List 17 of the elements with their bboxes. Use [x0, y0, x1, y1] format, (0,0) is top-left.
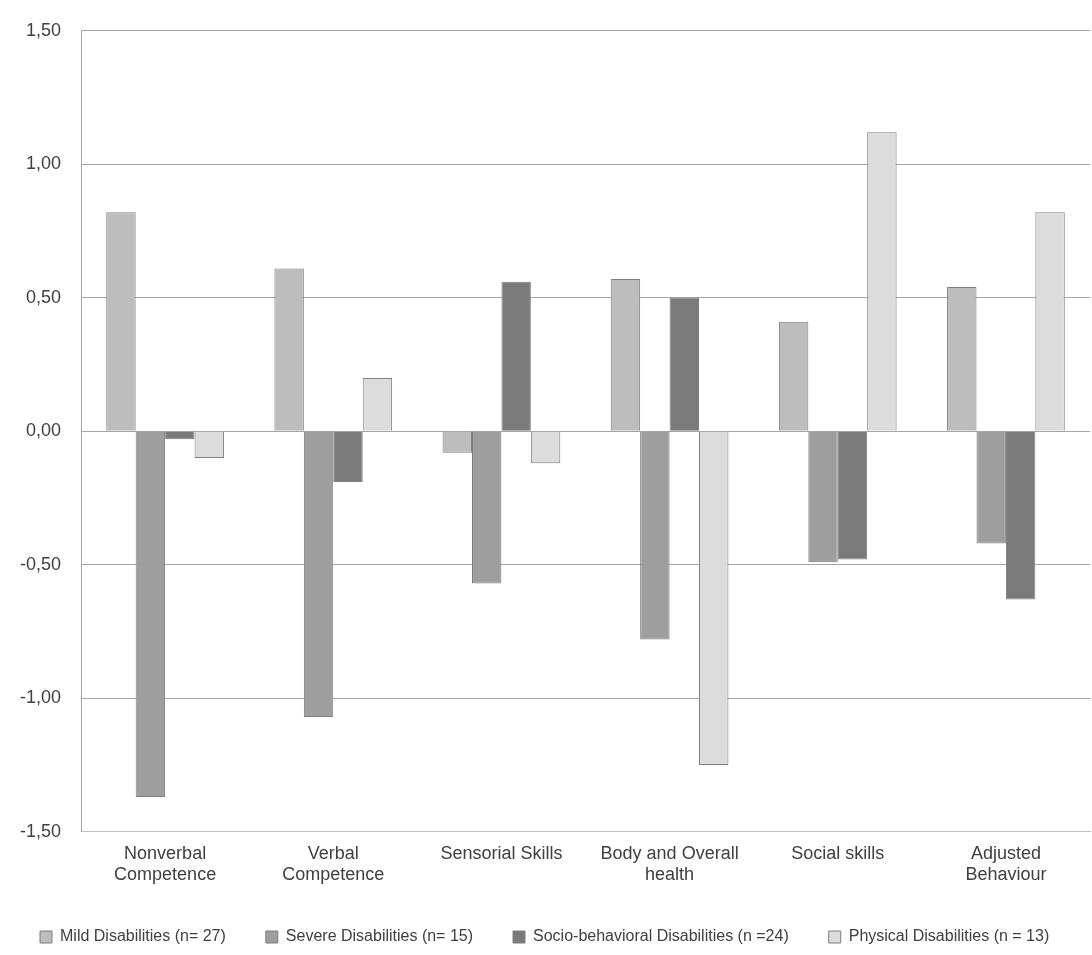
y-tick-label: -1,50 [20, 820, 62, 841]
legend-label: Physical Disabilities (n = 13) [848, 927, 1050, 945]
y-tick-label: 0,50 [25, 286, 62, 307]
x-tick-label: Nonverbal Competence [114, 842, 217, 885]
y-tick-label: 0,00 [25, 420, 62, 441]
y-tick-label: 1,50 [25, 19, 62, 40]
x-tick-label: Social skills [791, 842, 885, 863]
y-tick-label: 1,00 [25, 153, 62, 174]
x-tick-label: Verbal Competence [282, 842, 385, 885]
x-tick-label: Adjusted Behaviour [965, 842, 1047, 885]
x-tick-label: Sensorial Skills [440, 842, 563, 863]
y-tick-label: -0,50 [20, 553, 62, 574]
y-tick-label: -1,00 [20, 687, 62, 708]
legend-label: Severe Disabilities (n= 15) [285, 927, 474, 945]
x-tick-label: Body and Overall health [600, 842, 739, 885]
legend-label: Mild Disabilities (n= 27) [60, 927, 226, 945]
legend-label: Socio-behavioral Disabilities (n =24) [533, 927, 789, 945]
